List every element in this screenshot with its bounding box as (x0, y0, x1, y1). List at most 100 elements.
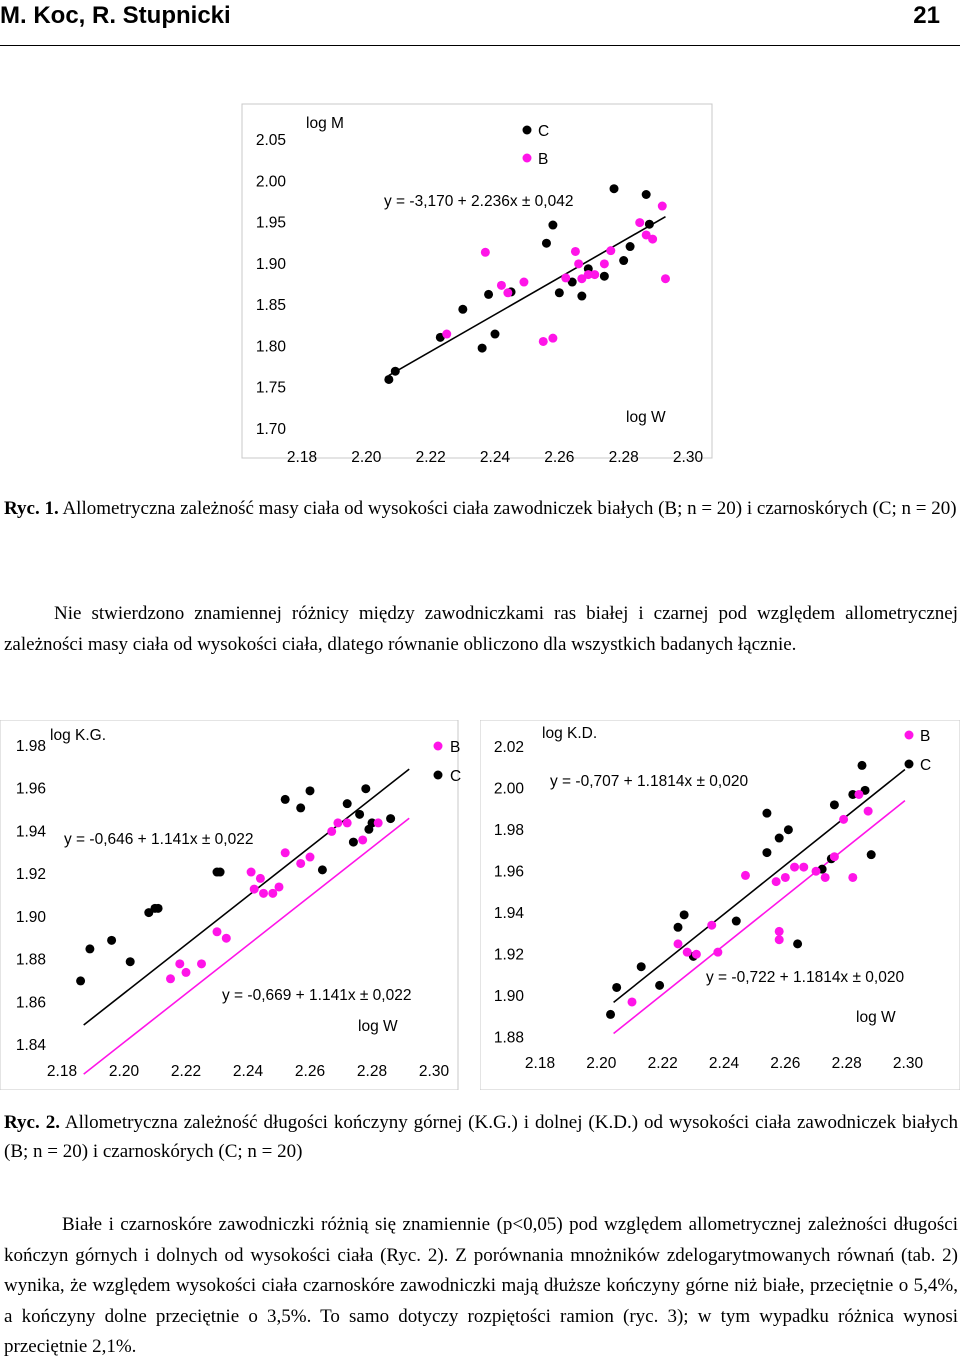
header-page-number: 21 (913, 2, 940, 29)
y-tick-label: 1.70 (256, 421, 287, 438)
data-point-B (249, 884, 259, 894)
fit-line-B (83, 817, 410, 1075)
y-tick-label: 2.00 (256, 173, 287, 190)
data-point-C (125, 957, 135, 967)
data-point-C (619, 256, 629, 266)
y-tick-label: 1.84 (16, 1037, 47, 1054)
legend-marker-C (433, 770, 443, 780)
x-axis-label: log W (358, 1018, 398, 1035)
regression-equation: y = -0,646 + 1.141x ± 0,022 (64, 831, 253, 848)
data-point-C (386, 814, 396, 824)
y-tick-label: 1.90 (494, 988, 525, 1005)
x-tick-label: 2.24 (233, 1063, 264, 1080)
data-point-B (280, 848, 290, 858)
header-authors: M. Koc, R. Stupnicki (0, 2, 231, 29)
y-tick-label: 1.94 (494, 905, 525, 922)
data-point-B (790, 862, 800, 872)
x-tick-label: 2.24 (709, 1055, 740, 1072)
x-tick-label: 2.26 (770, 1055, 800, 1072)
x-tick-label: 2.18 (47, 1063, 77, 1080)
x-axis-label: log W (626, 409, 666, 426)
data-point-B (657, 201, 667, 211)
data-point-B (780, 872, 790, 882)
y-axis-label: log K.G. (50, 727, 106, 744)
data-point-B (627, 997, 637, 1007)
x-axis-label: log W (856, 1009, 896, 1026)
y-tick-label: 1.80 (256, 338, 287, 355)
y-tick-label: 1.96 (16, 781, 46, 798)
data-point-B (212, 927, 222, 937)
data-point-C (567, 277, 577, 287)
data-point-C (577, 291, 587, 301)
data-point-C (866, 850, 876, 860)
regression-equation: y = -0,669 + 1.141x ± 0,022 (222, 987, 411, 1004)
regression-equation: y = -0,722 + 1.1814x ± 0,020 (706, 969, 904, 986)
data-point-C (609, 184, 619, 194)
y-tick-label: 2.05 (256, 132, 286, 149)
legend-label-C: C (450, 768, 461, 785)
legend-label-B: B (538, 151, 548, 168)
legend-marker-B (904, 730, 914, 740)
data-point-B (848, 872, 858, 882)
data-point-B (373, 818, 383, 828)
data-point-B (246, 867, 256, 877)
data-point-B (342, 818, 352, 828)
data-point-C (762, 848, 772, 858)
chart-body-mass: 2.05 2.00 1.95 1.90 1.85 1.80 1.75 1.702.18 2.20… (241, 103, 713, 466)
legend-label-B: B (920, 728, 930, 745)
data-point-B (635, 218, 645, 228)
data-point-C (679, 910, 689, 920)
data-point-B (774, 926, 784, 936)
data-point-C (484, 289, 494, 299)
x-tick-label: 2.30 (893, 1055, 924, 1072)
chart-frame (241, 103, 713, 459)
data-point-B (863, 806, 873, 816)
data-point-B (166, 974, 175, 984)
data-point-C (215, 867, 225, 877)
paragraph-2: Białe i czarnoskóre zawodniczki różnią s… (4, 1214, 958, 1357)
legend-marker-C (522, 125, 532, 135)
figure-2-caption: Ryc. 2. Allometryczna zależność długości… (4, 1108, 958, 1166)
x-tick-label: 2.22 (648, 1055, 678, 1072)
figure-1-text: Allometryczna zależność masy ciała od wy… (58, 498, 957, 519)
data-point-B (829, 852, 839, 862)
data-point-B (561, 273, 571, 283)
y-tick-label: 1.90 (16, 909, 47, 926)
data-point-C (774, 833, 784, 843)
data-point-C (606, 1009, 616, 1019)
data-point-C (641, 189, 651, 199)
x-tick-label: 2.20 (586, 1055, 617, 1072)
data-point-B (774, 935, 784, 945)
y-axis-label: log K.D. (542, 725, 597, 742)
data-point-B (583, 270, 593, 280)
legend-marker-B (522, 153, 532, 163)
x-tick-label: 2.22 (171, 1063, 201, 1080)
data-point-B (333, 818, 343, 828)
x-tick-label: 2.20 (351, 449, 382, 466)
regression-equation: y = -0,707 + 1.1814x ± 0,020 (550, 773, 748, 790)
data-point-C (490, 329, 500, 339)
data-point-B (442, 329, 452, 339)
legend-label-B: B (450, 739, 460, 756)
data-point-B (713, 947, 723, 957)
data-point-B (799, 862, 809, 872)
fit-line-B (613, 799, 906, 1035)
data-point-B (839, 814, 849, 824)
data-point-C (384, 374, 394, 384)
data-point-B (599, 259, 609, 269)
legend-marker-C (904, 759, 914, 769)
y-tick-label: 1.98 (16, 738, 46, 755)
data-point-C (458, 304, 468, 314)
fit-line-all (388, 215, 666, 377)
data-point-C (85, 944, 95, 954)
data-point-C (76, 976, 86, 986)
data-point-B (296, 858, 306, 868)
data-point-B (305, 852, 315, 862)
x-tick-label: 2.28 (609, 449, 639, 466)
y-tick-label: 1.98 (494, 822, 524, 839)
x-tick-label: 2.28 (832, 1055, 862, 1072)
data-point-B (259, 888, 268, 898)
fit-line-C (83, 768, 410, 1026)
data-point-C (348, 837, 358, 847)
data-point-C (367, 818, 377, 828)
